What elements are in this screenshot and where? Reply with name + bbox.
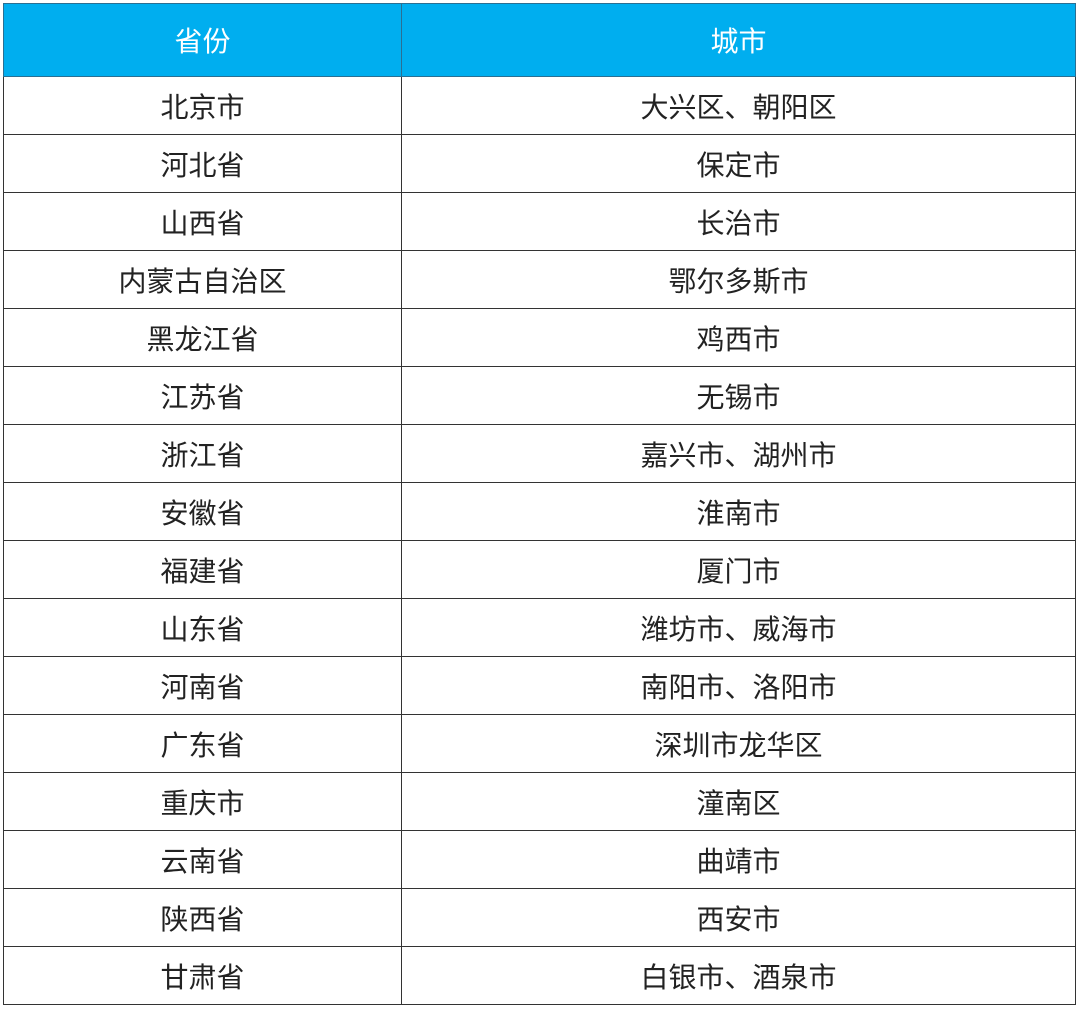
city-cell: 鸡西市	[401, 308, 1076, 367]
table-row: 甘肃省 白银市、酒泉市	[3, 946, 1076, 1005]
province-cell: 云南省	[3, 830, 402, 889]
city-cell: 西安市	[401, 888, 1076, 947]
province-cell: 山西省	[3, 192, 402, 251]
city-cell: 潼南区	[401, 772, 1076, 831]
city-cell: 大兴区、朝阳区	[401, 76, 1076, 135]
header-province: 省份	[3, 3, 402, 77]
table-row: 云南省 曲靖市	[3, 830, 1076, 889]
province-cell: 福建省	[3, 540, 402, 599]
table-row: 重庆市 潼南区	[3, 772, 1076, 831]
table-row: 黑龙江省 鸡西市	[3, 308, 1076, 367]
city-cell: 南阳市、洛阳市	[401, 656, 1076, 715]
city-cell: 长治市	[401, 192, 1076, 251]
province-cell: 内蒙古自治区	[3, 250, 402, 309]
table-row: 河南省 南阳市、洛阳市	[3, 656, 1076, 715]
city-cell: 无锡市	[401, 366, 1076, 425]
table-row: 江苏省 无锡市	[3, 366, 1076, 425]
table-row: 山西省 长治市	[3, 192, 1076, 251]
city-cell: 白银市、酒泉市	[401, 946, 1076, 1005]
city-cell: 鄂尔多斯市	[401, 250, 1076, 309]
header-row: 省份 城市	[3, 3, 1076, 77]
city-cell: 嘉兴市、湖州市	[401, 424, 1076, 483]
province-cell: 重庆市	[3, 772, 402, 831]
header-city: 城市	[401, 3, 1076, 77]
province-city-table: 省份 城市 北京市 大兴区、朝阳区 河北省 保定市 山西省 长治市 内蒙古自治区 鄂尔多斯市黑…	[3, 3, 1076, 1005]
table-row: 浙江省 嘉兴市、湖州市	[3, 424, 1076, 483]
province-cell: 山东省	[3, 598, 402, 657]
province-cell: 北京市	[3, 76, 402, 135]
table-row: 北京市 大兴区、朝阳区	[3, 76, 1076, 135]
province-cell: 广东省	[3, 714, 402, 773]
table-row: 内蒙古自治区 鄂尔多斯市	[3, 250, 1076, 309]
city-cell: 潍坊市、威海市	[401, 598, 1076, 657]
city-cell: 淮南市	[401, 482, 1076, 541]
city-cell: 曲靖市	[401, 830, 1076, 889]
province-cell: 江苏省	[3, 366, 402, 425]
city-cell: 保定市	[401, 134, 1076, 193]
table-row: 安徽省 淮南市	[3, 482, 1076, 541]
province-cell: 浙江省	[3, 424, 402, 483]
province-cell: 安徽省	[3, 482, 402, 541]
table-row: 福建省 厦门市	[3, 540, 1076, 599]
province-cell: 陕西省	[3, 888, 402, 947]
table-row: 山东省 潍坊市、威海市	[3, 598, 1076, 657]
city-cell: 深圳市龙华区	[401, 714, 1076, 773]
table-row: 广东省 深圳市龙华区	[3, 714, 1076, 773]
table-row: 陕西省 西安市	[3, 888, 1076, 947]
province-cell: 甘肃省	[3, 946, 402, 1005]
province-cell: 河南省	[3, 656, 402, 715]
table-row: 河北省 保定市	[3, 134, 1076, 193]
province-cell: 河北省	[3, 134, 402, 193]
city-cell: 厦门市	[401, 540, 1076, 599]
province-cell: 黑龙江省	[3, 308, 402, 367]
